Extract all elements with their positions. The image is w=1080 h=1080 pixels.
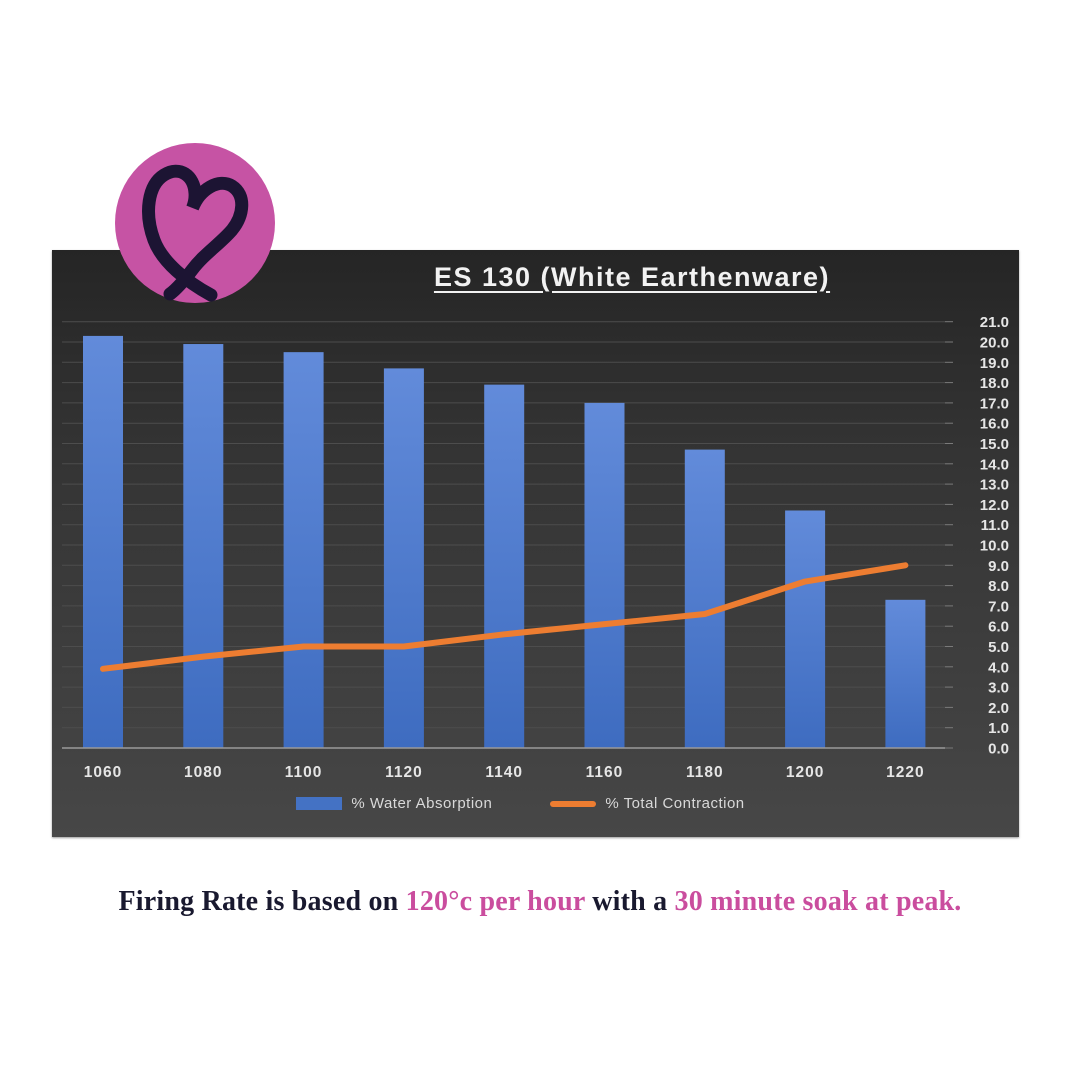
caption-segment: with a: [585, 886, 675, 917]
y-axis-labels: 0.0 1.0 2.0 3.0 4.0 5.0 6.0 7.0 8.0 9.0 10.0 11.0 12…: [980, 314, 1009, 757]
svg-text:2.0: 2.0: [988, 700, 1009, 717]
svg-text:7.0: 7.0: [988, 598, 1009, 615]
svg-text:10.0: 10.0: [980, 538, 1009, 555]
legend-label-total-contraction: % Total Contraction: [605, 795, 745, 812]
chart-title: ES 130 (White Earthenware): [433, 262, 831, 292]
bar-1200: [785, 510, 826, 748]
legend-item-water-absorption: % Water Absorption: [296, 795, 492, 812]
svg-text:1060: 1060: [84, 764, 122, 781]
svg-text:0.0: 0.0: [988, 741, 1009, 758]
bar-1100: [283, 352, 324, 748]
chart-panel: ES 130 (White Earthenware) 0.0 1.0 2.0 3.0 4…: [52, 250, 1019, 837]
svg-text:15.0: 15.0: [980, 436, 1009, 453]
svg-text:12.0: 12.0: [980, 497, 1009, 514]
svg-text:17.0: 17.0: [980, 395, 1009, 412]
legend-item-total-contraction: % Total Contraction: [550, 795, 744, 812]
brand-logo: [113, 141, 277, 305]
svg-text:21.0: 21.0: [980, 314, 1009, 331]
svg-text:1120: 1120: [385, 764, 423, 781]
bar-1120: [383, 368, 424, 748]
bar-1060: [83, 335, 123, 748]
bar-1080: [183, 344, 224, 748]
caption-segment: 120°c per hour: [405, 886, 586, 917]
svg-text:1080: 1080: [184, 764, 222, 781]
svg-text:1220: 1220: [886, 764, 924, 781]
heart-icon: [115, 143, 275, 303]
svg-text:13.0: 13.0: [980, 477, 1009, 494]
firing-rate-caption: Firing Rate is based on 120°c per hour w…: [0, 886, 1080, 918]
svg-text:14.0: 14.0: [980, 456, 1009, 473]
x-axis-labels: 1060 1080 1100 1120 1140 1160 1180 1200 1220: [84, 764, 924, 781]
svg-text:1160: 1160: [586, 764, 624, 781]
caption-segment: Firing Rate is based on: [118, 886, 406, 917]
svg-text:4.0: 4.0: [988, 659, 1009, 676]
chart-legend: % Water Absorption % Total Contraction: [52, 795, 1019, 812]
svg-text:5.0: 5.0: [988, 639, 1009, 656]
svg-text:3.0: 3.0: [988, 680, 1009, 697]
svg-text:8.0: 8.0: [988, 578, 1009, 595]
bar-1160: [584, 402, 625, 748]
caption-segment: 30 minute soak at peak.: [674, 886, 962, 917]
svg-text:9.0: 9.0: [988, 558, 1009, 575]
svg-text:19.0: 19.0: [980, 355, 1009, 372]
legend-bar-swatch: [296, 797, 343, 810]
bar-1140: [484, 384, 525, 748]
svg-text:18.0: 18.0: [980, 375, 1009, 392]
bar-series-water-absorption: [83, 335, 926, 748]
svg-text:1200: 1200: [786, 764, 824, 781]
svg-text:1180: 1180: [686, 764, 724, 781]
svg-text:1.0: 1.0: [988, 720, 1009, 737]
svg-text:20.0: 20.0: [980, 335, 1009, 352]
svg-text:1100: 1100: [285, 764, 323, 781]
bar-1220: [885, 599, 926, 748]
svg-text:6.0: 6.0: [988, 619, 1009, 636]
legend-line-swatch: [550, 800, 597, 807]
chart-plot: 0.0 1.0 2.0 3.0 4.0 5.0 6.0 7.0 8.0 9.0 10.0 11.0 12…: [62, 314, 1009, 781]
line-series-total-contraction: [100, 562, 909, 672]
bar-1180: [684, 449, 725, 748]
svg-text:11.0: 11.0: [981, 517, 1009, 534]
svg-text:16.0: 16.0: [980, 416, 1009, 433]
svg-text:1140: 1140: [485, 764, 523, 781]
legend-label-water-absorption: % Water Absorption: [351, 795, 493, 812]
